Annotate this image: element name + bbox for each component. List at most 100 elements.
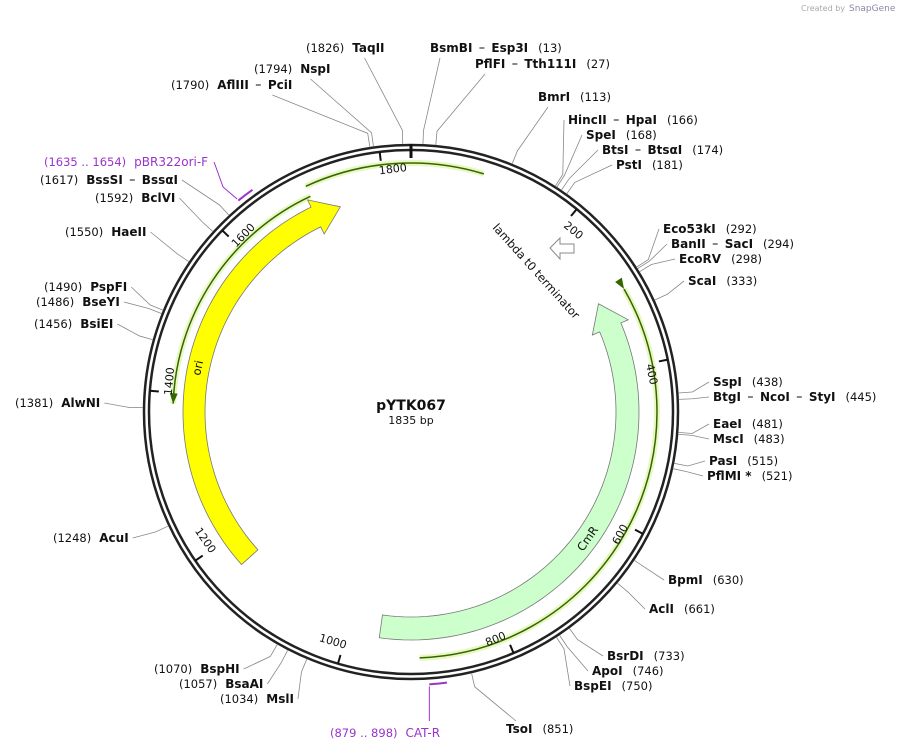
enzyme-site: (333) bbox=[726, 274, 757, 288]
enzyme-leader bbox=[310, 78, 374, 147]
enzyme-name: SspI bbox=[713, 375, 742, 389]
enzyme-leader bbox=[179, 197, 214, 232]
enzyme: EaeI (481) bbox=[713, 417, 783, 431]
enzyme-site: (438) bbox=[752, 375, 783, 389]
feature-label: ori bbox=[189, 359, 206, 377]
feature-label: lambda t0 terminator bbox=[490, 221, 583, 322]
enzyme-leader bbox=[634, 559, 665, 581]
enzyme-name: BsmBI bbox=[430, 41, 472, 55]
enzyme-leader bbox=[117, 323, 154, 341]
enzyme-name: PspFI bbox=[90, 280, 127, 294]
enzyme-site: (733) bbox=[654, 649, 685, 663]
enzyme-site: (1490) bbox=[44, 280, 82, 294]
enzyme-leader bbox=[297, 658, 308, 700]
enzyme: PstI (181) bbox=[616, 158, 683, 172]
enzyme-site: (298) bbox=[731, 252, 762, 266]
enzyme-leader bbox=[678, 423, 710, 434]
enzyme-name: ApoI bbox=[592, 664, 623, 678]
enzyme-site: (292) bbox=[726, 222, 757, 236]
enzyme-leader bbox=[556, 636, 571, 687]
enzyme: BanII SacI (294) bbox=[671, 237, 794, 251]
enzyme: ScaI (333) bbox=[688, 274, 757, 288]
enzyme-leader bbox=[554, 119, 565, 187]
enzyme-site: (1034) bbox=[220, 692, 258, 706]
enzyme-name: BspHI bbox=[200, 662, 239, 676]
enzyme: PasI (515) bbox=[709, 454, 778, 468]
enzyme: BpmI (630) bbox=[668, 573, 744, 587]
ruler-tick bbox=[570, 208, 578, 217]
ruler-tick bbox=[509, 644, 515, 654]
primer-name: CAT-R bbox=[406, 726, 441, 740]
enzyme: (1057) BsaAI bbox=[179, 677, 263, 691]
enzyme-name: EaeI bbox=[713, 417, 742, 431]
enzyme-leader bbox=[104, 402, 144, 409]
enzyme: AclI (661) bbox=[649, 602, 715, 616]
enzyme-leader bbox=[150, 231, 190, 263]
enzyme-name: PstI bbox=[616, 158, 642, 172]
enzyme-name: BmrI bbox=[538, 90, 570, 104]
enzyme: (1486) BseYI bbox=[36, 295, 120, 309]
ruler-label: 1800 bbox=[378, 161, 407, 177]
plasmid-length: 1835 bp bbox=[388, 414, 433, 427]
enzyme-name: BssSI bbox=[86, 173, 123, 187]
enzyme-leader bbox=[267, 649, 289, 685]
enzyme: TsoI (851) bbox=[506, 722, 573, 736]
plasmid-name: pYTK067 bbox=[376, 398, 446, 414]
enzyme-site: (1248) bbox=[53, 531, 91, 545]
primer-site: (1635 .. 1654) bbox=[44, 155, 126, 169]
brand: SnapGene bbox=[849, 4, 896, 14]
ruler-label: 400 bbox=[643, 363, 660, 386]
enzyme-site: (630) bbox=[713, 573, 744, 587]
enzyme-site: (1381) bbox=[15, 396, 53, 410]
enzyme-name: HaeII bbox=[111, 225, 146, 239]
enzyme-name: TsoI bbox=[506, 722, 532, 736]
ruler-tick bbox=[634, 528, 644, 535]
enzyme-leader bbox=[639, 258, 676, 273]
feature-line bbox=[305, 162, 485, 188]
enzyme-name: MslI bbox=[266, 692, 294, 706]
enzyme-name: StyI bbox=[809, 390, 836, 404]
enzyme-site: (515) bbox=[747, 454, 778, 468]
enzyme: BtgI NcoI StyI (445) bbox=[713, 390, 876, 404]
enzyme-leader bbox=[673, 460, 706, 467]
enzyme-site: (481) bbox=[752, 417, 783, 431]
enzyme-name: Esp3I bbox=[491, 41, 528, 55]
enzyme-leader bbox=[654, 280, 685, 301]
enzyme-leader bbox=[566, 164, 613, 195]
enzyme-leader bbox=[132, 525, 169, 539]
enzyme-leader bbox=[637, 243, 668, 270]
ruler-tick bbox=[337, 654, 342, 664]
feature-line-head bbox=[169, 393, 178, 404]
enzyme: (1034) MslI bbox=[220, 692, 294, 706]
enzyme-leader bbox=[672, 468, 704, 477]
enzyme: BspEI (750) bbox=[574, 679, 652, 693]
enzyme: (1790) AflIII PciI bbox=[171, 78, 292, 92]
enzyme-site: (1826) bbox=[306, 41, 344, 55]
enzyme-leader bbox=[471, 672, 517, 722]
enzyme-leader bbox=[678, 381, 710, 394]
enzyme-leader bbox=[422, 57, 441, 145]
enzyme-leader bbox=[130, 286, 164, 311]
enzyme: (1826) TaqII bbox=[306, 41, 385, 55]
ruler-tick bbox=[658, 358, 668, 363]
enzyme-site: (445) bbox=[845, 390, 876, 404]
enzyme: BtsI BtsαI (174) bbox=[602, 143, 723, 157]
enzyme-name: BtgI bbox=[713, 390, 741, 404]
enzyme-leader bbox=[243, 644, 278, 670]
enzyme-name: NspI bbox=[300, 62, 330, 76]
enzyme-name: PasI bbox=[709, 454, 737, 468]
feature-terminator bbox=[549, 236, 575, 261]
enzyme-name: NcoI bbox=[760, 390, 790, 404]
enzyme-site: (166) bbox=[667, 113, 698, 127]
enzyme-leader bbox=[511, 106, 549, 164]
enzyme: Eco53kI (292) bbox=[663, 222, 757, 236]
enzyme-name: BssαI bbox=[142, 173, 178, 187]
enzyme-site: (27) bbox=[586, 57, 610, 71]
enzyme: SpeI (168) bbox=[586, 128, 657, 142]
enzyme: MscI (483) bbox=[713, 432, 785, 446]
enzyme-leader bbox=[559, 634, 589, 672]
enzyme-leader bbox=[636, 228, 660, 268]
enzyme-name: BtsI bbox=[602, 143, 629, 157]
enzyme-name: SacI bbox=[725, 237, 753, 251]
enzyme-site: (521) bbox=[762, 469, 793, 483]
